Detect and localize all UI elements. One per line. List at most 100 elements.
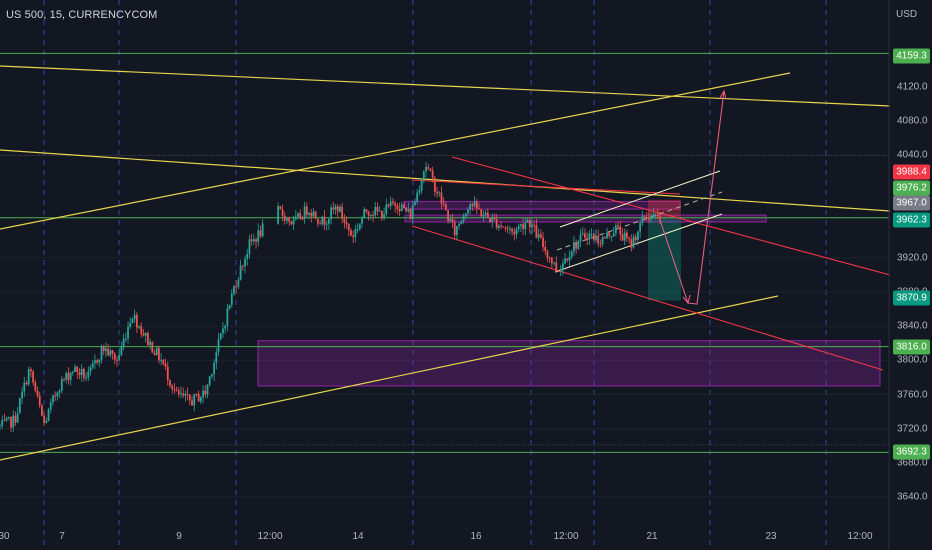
candle-body bbox=[52, 395, 54, 403]
candle-body bbox=[608, 232, 611, 237]
candle-body bbox=[195, 393, 198, 395]
candle-body bbox=[184, 393, 187, 396]
candle-body bbox=[471, 204, 474, 207]
candle-body bbox=[339, 206, 341, 212]
candle-body bbox=[564, 258, 566, 264]
candle-body bbox=[325, 223, 328, 225]
candle-body bbox=[250, 239, 253, 242]
candle-body bbox=[482, 215, 485, 217]
candle-body bbox=[508, 228, 511, 230]
candle-body bbox=[392, 201, 394, 204]
candle-body bbox=[513, 231, 516, 235]
candle-body bbox=[595, 235, 597, 241]
candle-body bbox=[135, 314, 138, 328]
x-axis-tick-label: 30 bbox=[0, 531, 10, 542]
candle-body bbox=[403, 204, 405, 208]
price-tag: 3967.0 bbox=[893, 195, 930, 211]
candle-body bbox=[577, 241, 580, 249]
candle-body bbox=[365, 209, 368, 212]
candle-body bbox=[630, 239, 633, 248]
candle-body bbox=[233, 286, 235, 294]
candle-body bbox=[222, 328, 224, 334]
candle-body bbox=[118, 354, 121, 361]
candle-body bbox=[520, 224, 522, 227]
arrowhead-up bbox=[719, 89, 727, 100]
candle-body bbox=[155, 347, 158, 355]
candle-body bbox=[69, 372, 72, 380]
candle-body bbox=[283, 215, 286, 221]
candle-body bbox=[515, 229, 518, 235]
candle-body bbox=[27, 369, 30, 385]
candle-body bbox=[409, 209, 412, 220]
candle-body bbox=[312, 211, 315, 217]
candle-body bbox=[486, 212, 489, 218]
candle-body bbox=[341, 206, 344, 219]
candle-body bbox=[343, 218, 346, 223]
candle-body bbox=[347, 224, 350, 231]
candle-body bbox=[628, 237, 630, 240]
candle-body bbox=[294, 216, 297, 220]
candle-body bbox=[85, 377, 87, 379]
candle-body bbox=[297, 213, 299, 217]
candle-body bbox=[535, 225, 538, 238]
candle-body bbox=[625, 232, 628, 238]
candle-body bbox=[292, 219, 295, 225]
candle-body bbox=[67, 373, 70, 380]
candle-body bbox=[469, 204, 472, 210]
candle-body bbox=[259, 230, 262, 237]
candle-body bbox=[96, 360, 99, 363]
candle-body bbox=[378, 210, 381, 212]
candle-body bbox=[63, 379, 65, 381]
candle-body bbox=[94, 360, 96, 364]
candle-body bbox=[433, 177, 436, 192]
candle-body bbox=[356, 229, 359, 231]
candle-body bbox=[546, 250, 549, 258]
candle-body bbox=[566, 258, 569, 261]
red-channel-line bbox=[451, 156, 891, 276]
y-axis-tick-label: 3840.0 bbox=[897, 320, 928, 332]
candle-body bbox=[650, 216, 653, 220]
purple-zone bbox=[257, 340, 881, 387]
candle-body bbox=[327, 219, 330, 224]
candle-body bbox=[427, 167, 430, 169]
candle-body bbox=[140, 326, 143, 334]
candle-body bbox=[570, 251, 573, 257]
candle-body bbox=[248, 239, 251, 254]
y-axis-tick-label: 3680.0 bbox=[897, 457, 928, 469]
y-axis-tick-label: 3920.0 bbox=[897, 252, 928, 264]
x-axis-tick-label: 14 bbox=[352, 531, 364, 542]
candle-body bbox=[606, 232, 608, 239]
candle-body bbox=[559, 269, 562, 272]
arrowhead-down bbox=[682, 294, 691, 305]
price-tag: 3988.4 bbox=[893, 164, 930, 180]
candle-body bbox=[98, 359, 101, 363]
candle-body bbox=[314, 211, 317, 219]
candle-body bbox=[385, 204, 388, 215]
candle-body bbox=[473, 201, 476, 207]
candle-body bbox=[252, 239, 255, 242]
candle-body bbox=[637, 231, 639, 241]
candle-body bbox=[47, 409, 50, 421]
candle-body bbox=[504, 227, 507, 229]
candle-body bbox=[76, 366, 79, 373]
candle-body bbox=[43, 415, 46, 423]
candle-body bbox=[621, 234, 624, 241]
x-axis-tick-label: 21 bbox=[646, 531, 658, 542]
candle-body bbox=[175, 390, 178, 392]
candle-body bbox=[49, 402, 52, 410]
candle-body bbox=[279, 206, 282, 210]
candle-body bbox=[531, 224, 533, 228]
candle-body bbox=[120, 346, 123, 355]
candle-body bbox=[557, 271, 560, 273]
candle-body bbox=[60, 379, 63, 391]
candle-body bbox=[171, 385, 174, 389]
candle-body bbox=[288, 217, 291, 222]
candle-body bbox=[411, 205, 414, 220]
candle-body bbox=[603, 237, 606, 239]
white-channel-line bbox=[554, 213, 723, 273]
candle-body bbox=[308, 212, 310, 215]
candle-body bbox=[643, 216, 646, 218]
candle-body bbox=[91, 363, 94, 368]
